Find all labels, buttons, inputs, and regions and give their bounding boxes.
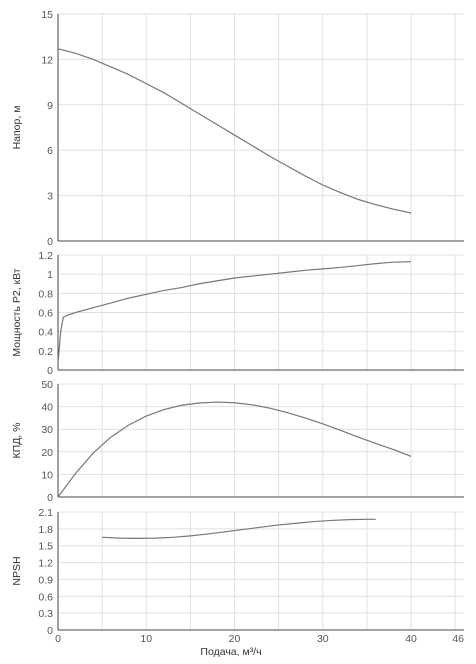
series-line-1 <box>57 401 412 498</box>
chart-panel-1: 0 3 6 9 12 15 Напор, м <box>11 9 464 248</box>
y-tick-label: 0.4 <box>38 327 53 339</box>
y-tick-label: 2.1 <box>38 507 53 519</box>
y-tick-label: 0 <box>47 625 53 637</box>
y-tick-label: 0.6 <box>38 591 53 603</box>
y-tick-label: 20 <box>41 447 53 459</box>
x-axis-label: Подача, м³/ч <box>200 646 261 658</box>
chart-panel-4: 0 0.3 0.6 0.9 1.2 1.5 1.8 2.1 NPSH 0 10 20 30 40 46 Под… <box>11 507 464 658</box>
x-tick-label: 30 <box>317 633 329 645</box>
y-tick-label: 1.2 <box>38 558 53 570</box>
y-tick-label: 0.6 <box>38 308 53 320</box>
y-tick-label: 0.3 <box>38 608 53 620</box>
y-tick-label: 15 <box>41 9 53 21</box>
chart-panel-3: 0 10 20 30 40 50 КПД, % <box>11 379 464 504</box>
y-axis-label: Напор, м <box>11 106 23 150</box>
y-tick-label: 0.9 <box>38 574 53 586</box>
y-tick-label: 9 <box>47 100 53 112</box>
series-line-1 <box>57 261 412 364</box>
y-tick-label: 1.5 <box>38 541 53 553</box>
x-tick-label: 20 <box>229 633 241 645</box>
y-tick-label: 0.2 <box>38 346 53 358</box>
y-tick-label: 50 <box>41 379 53 391</box>
y-axis-label: NPSH <box>11 556 23 585</box>
y-tick-label: 30 <box>41 424 53 436</box>
x-tick-label: 10 <box>140 633 152 645</box>
y-tick-label: 10 <box>41 469 53 481</box>
y-tick-label: 1 <box>47 269 53 281</box>
y-tick-label: 1.2 <box>38 250 53 262</box>
x-tick-label: 0 <box>55 633 61 645</box>
y-tick-label: 12 <box>41 54 53 66</box>
y-axis-label: Мощность Р2, кВт <box>11 268 23 356</box>
y-tick-label: 40 <box>41 402 53 414</box>
y-tick-label: 6 <box>47 145 53 157</box>
y-tick-label: 0 <box>47 365 53 377</box>
chart-panel-2: 0 0.2 0.4 0.6 0.8 1 1.2 Мощность Р2, кВт <box>11 250 464 377</box>
y-tick-label: 0 <box>47 236 53 248</box>
x-tick-label: 46 <box>452 633 464 645</box>
y-tick-label: 1.8 <box>38 524 53 536</box>
y-axis-label: КПД, % <box>11 423 23 459</box>
y-tick-label: 0.8 <box>38 288 53 300</box>
series-line-1 <box>57 48 412 214</box>
x-tick-label: 40 <box>405 633 417 645</box>
series-line-1 <box>102 518 376 540</box>
y-tick-label: 3 <box>47 191 53 203</box>
y-tick-label: 0 <box>47 492 53 504</box>
